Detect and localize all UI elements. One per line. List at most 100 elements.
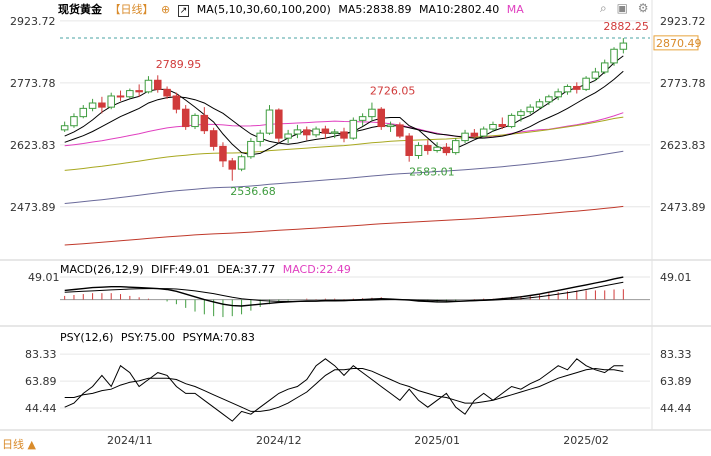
candle-body [610,48,618,64]
candle-body [349,119,358,139]
candle-body [535,101,544,108]
candle-body [256,132,264,142]
candle-body [228,160,237,170]
psy-tick-label: 83.33 [25,348,57,361]
candle-body [88,102,97,109]
candle-body [340,131,348,139]
candle-body [517,111,525,116]
price-annotation: 2882.25 [603,20,649,33]
candle-body [79,107,88,118]
candle-body [386,124,395,128]
candle-body [302,129,311,136]
candle-body [396,124,404,137]
target-icon[interactable]: ⊕ [161,3,171,16]
psy-value: PSY:75.00 [120,331,175,344]
y-tick-label-right: 2623.83 [660,139,706,152]
period-label[interactable]: 【日线】 [109,3,154,16]
candle-body [247,140,255,158]
macd-diff: DIFF:49.01 [151,263,210,276]
candle-body [107,95,115,108]
candle-body [116,95,125,98]
candle-body [526,106,534,113]
macd-dea: DEA:37.77 [217,263,276,276]
ma10-value: MA10:2802.40 [419,3,500,16]
period-footer[interactable]: 日线 ▲ [2,438,36,451]
last-price-box [653,35,699,51]
psyma-value: PSYMA:70.83 [182,331,255,344]
candle-body [98,102,106,108]
ma5-value: MA5:2838.89 [338,3,412,16]
candle-body [563,85,572,93]
settings-icon[interactable]: ⚙ [637,1,649,15]
candle-body [321,128,330,134]
psy-label: PSY(12,6) [60,331,114,344]
candle-body [144,79,153,93]
candle-body [154,79,162,90]
ma-icon[interactable]: ↗ [177,5,190,17]
y-tick-label: 2623.83 [10,139,56,152]
candle-body [442,146,451,154]
candle-body [600,62,609,73]
price-annotation: 2789.95 [156,58,202,71]
candle-body [507,114,516,128]
candle-body [554,91,562,98]
candle-body [573,85,581,90]
macd-tick-label: 49.01 [28,271,60,284]
candle-body [498,123,507,128]
price-annotation: 2536.68 [230,185,276,198]
psy-header: PSY(12,6) PSY:75.00 PSYMA:70.83 [60,331,259,344]
candle-body [368,108,376,118]
candle-body [293,129,302,135]
candle-body [377,108,386,128]
candle-body [479,128,488,137]
psy-line [64,358,624,422]
candle-body [284,133,292,139]
psyma-line [64,367,624,412]
symbol-title: 现货黄金 [58,3,102,16]
candle-body [126,90,134,98]
candle-body [358,116,367,121]
candle-body [591,71,600,79]
psy-tick-label-right: 44.44 [660,402,692,415]
candle-body [461,132,469,142]
candle-body [163,88,171,97]
y-tick-label-right: 2923.72 [660,15,706,28]
camera-icon[interactable]: ▣ [616,1,628,15]
macd-label: MACD(26,12,9) [60,263,144,276]
candle-body [219,145,227,162]
x-tick-label: 2025/01 [414,434,460,447]
candle-body [135,90,143,93]
psy-tick-label: 63.89 [25,375,57,388]
y-tick-label: 2773.78 [10,77,56,90]
candle-body [191,114,199,128]
search-icon[interactable]: ⌕ [600,1,607,15]
psy-tick-label: 44.44 [25,402,57,415]
x-tick-label: 2025/02 [563,434,609,447]
psy-tick-label-right: 63.89 [660,375,692,388]
candle-body [545,96,553,103]
candle-body [433,146,441,152]
ma200-line [64,205,624,246]
candle-body [470,132,479,137]
ma30-line [64,112,624,147]
candle-body [265,109,274,134]
candle-body [275,109,283,139]
candle-body [172,95,181,110]
candle-body [424,145,432,152]
macd-header: MACD(26,12,9) DIFF:49.01 DEA:37.77 MACD:… [60,263,355,276]
candle-body [60,125,69,131]
x-tick-label: 2024/11 [107,434,153,447]
psy-tick-label-right: 83.33 [660,348,692,361]
candle-body [330,131,339,134]
y-tick-label-right: 2773.78 [660,77,706,90]
candle-body [619,42,628,50]
macd-tick-label-right: 49.01 [660,271,692,284]
last-price-label: 2870.49 [656,37,702,50]
candle-body [489,123,497,130]
candle-body [312,128,320,136]
price-annotation: 2583.01 [409,166,455,179]
candle-body [209,130,218,147]
y-tick-label-right: 2473.89 [660,201,706,214]
